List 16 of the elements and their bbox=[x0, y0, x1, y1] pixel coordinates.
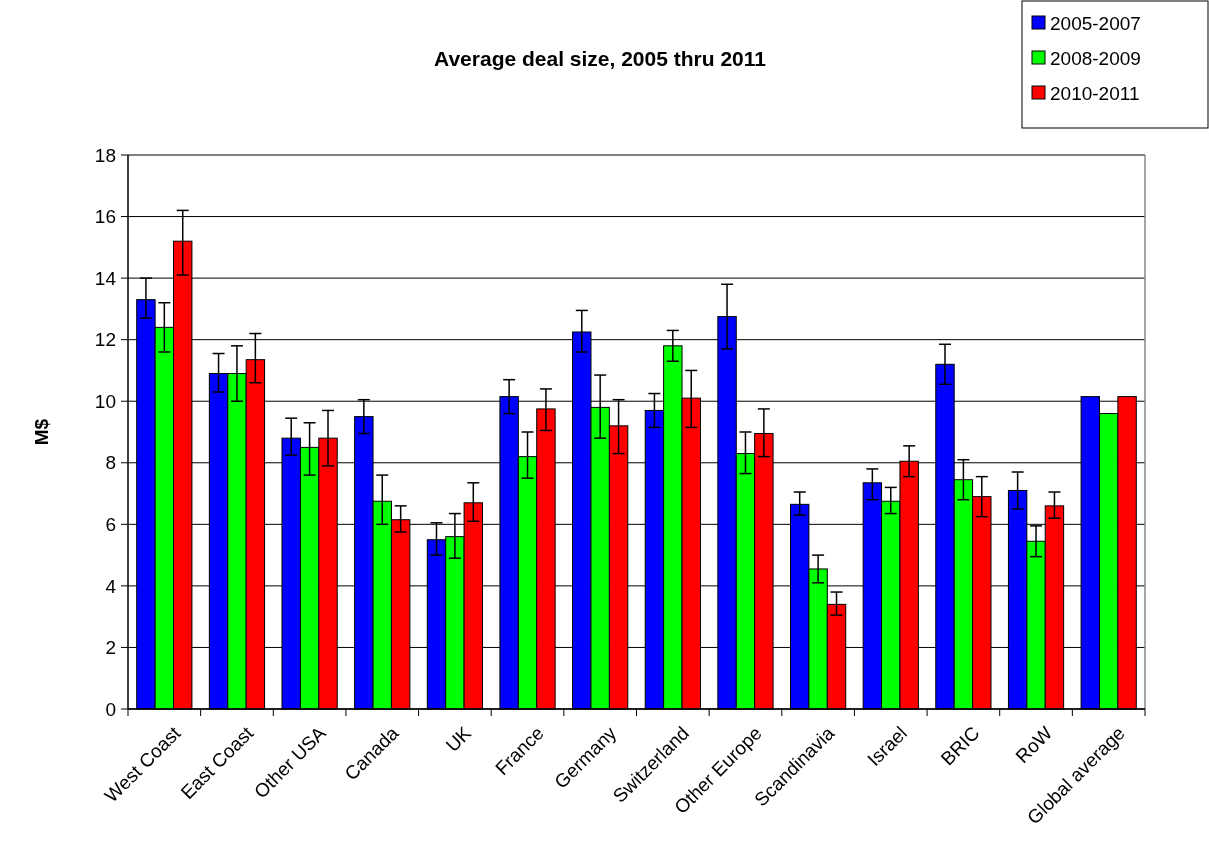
legend-label: 2010-2011 bbox=[1050, 82, 1140, 104]
chart-title: Average deal size, 2005 thru 2011 bbox=[434, 47, 767, 70]
y-tick-label: 16 bbox=[94, 206, 116, 228]
y-tick-label: 8 bbox=[105, 452, 116, 474]
y-tick-label: 14 bbox=[94, 267, 117, 289]
x-tick-label: UK bbox=[441, 722, 476, 756]
y-tick-label: 18 bbox=[94, 144, 116, 166]
y-tick-label: 12 bbox=[94, 329, 116, 351]
y-tick-label: 10 bbox=[94, 390, 116, 412]
y-tick-label: 4 bbox=[105, 575, 117, 597]
y-tick-label: 0 bbox=[105, 698, 116, 720]
legend-label: 2008-2009 bbox=[1050, 47, 1141, 69]
y-axis-title: M$ bbox=[31, 418, 52, 446]
y-tick-label: 6 bbox=[105, 513, 116, 535]
y-tick-label: 2 bbox=[105, 637, 116, 659]
legend-label: 2005-2007 bbox=[1050, 12, 1141, 34]
